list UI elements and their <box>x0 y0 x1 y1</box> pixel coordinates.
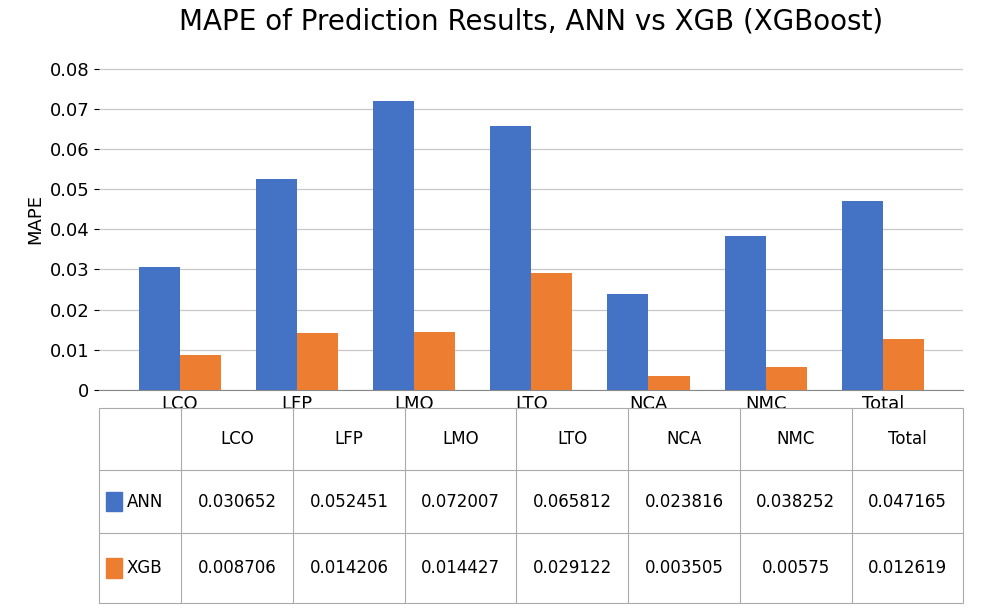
Bar <box>180 355 220 390</box>
Text: 0.029122: 0.029122 <box>532 559 612 577</box>
Bar <box>491 125 531 390</box>
Text: XGB: XGB <box>127 559 163 577</box>
Text: 0.014206: 0.014206 <box>310 559 388 577</box>
Bar <box>725 236 766 390</box>
Text: LMO: LMO <box>442 430 479 448</box>
Y-axis label: MAPE: MAPE <box>26 194 45 244</box>
Text: LFP: LFP <box>335 430 363 448</box>
Text: 0.012619: 0.012619 <box>868 559 947 577</box>
Bar <box>106 558 122 577</box>
Text: 0.047165: 0.047165 <box>868 493 946 510</box>
Text: NCA: NCA <box>666 430 702 448</box>
Bar <box>883 339 923 390</box>
Bar <box>414 332 455 390</box>
Bar <box>648 376 689 390</box>
Text: 0.00575: 0.00575 <box>762 559 830 577</box>
Text: 0.003505: 0.003505 <box>644 559 724 577</box>
Bar <box>373 101 414 390</box>
Text: LCO: LCO <box>220 430 254 448</box>
Text: LTO: LTO <box>557 430 588 448</box>
Bar <box>842 200 883 390</box>
Text: 0.030652: 0.030652 <box>198 493 277 510</box>
Bar <box>766 367 806 390</box>
Bar <box>531 273 572 390</box>
Text: 0.038252: 0.038252 <box>756 493 835 510</box>
Text: 0.014427: 0.014427 <box>421 559 500 577</box>
Text: 0.008706: 0.008706 <box>198 559 277 577</box>
Text: ANN: ANN <box>127 493 163 510</box>
Bar <box>608 294 648 390</box>
Bar <box>106 492 122 512</box>
Text: Total: Total <box>888 430 926 448</box>
Text: 0.065812: 0.065812 <box>533 493 612 510</box>
Text: NMC: NMC <box>777 430 815 448</box>
Bar <box>297 333 338 390</box>
Text: 0.023816: 0.023816 <box>644 493 724 510</box>
Bar <box>256 179 297 390</box>
Bar <box>139 267 180 390</box>
Text: 0.072007: 0.072007 <box>421 493 500 510</box>
Title: MAPE of Prediction Results, ANN vs XGB (XGBoost): MAPE of Prediction Results, ANN vs XGB (… <box>179 7 884 35</box>
Text: 0.052451: 0.052451 <box>310 493 388 510</box>
